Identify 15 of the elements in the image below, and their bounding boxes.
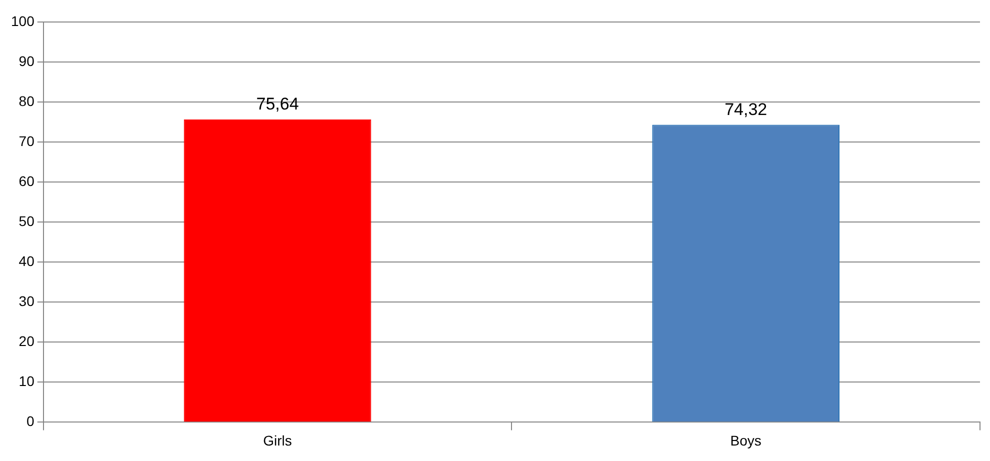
data-label: 75,64 — [256, 94, 299, 114]
y-tick-label: 50 — [18, 212, 35, 229]
y-tick-label: 100 — [11, 12, 35, 29]
y-tick-label: 0 — [26, 413, 35, 430]
y-tick-label: 30 — [18, 293, 35, 309]
y-tick-label: 60 — [18, 172, 35, 189]
y-tick-label: 90 — [18, 52, 35, 69]
x-tick-label: Girls — [263, 432, 292, 448]
y-tick-label: 80 — [18, 92, 35, 109]
y-tick-label: 70 — [18, 132, 35, 149]
x-tick-label: Boys — [730, 432, 762, 448]
y-tick-label: 20 — [18, 333, 35, 350]
y-tick-label: 10 — [18, 373, 35, 390]
y-tick-label: 40 — [18, 252, 35, 269]
data-label: 74,32 — [724, 100, 768, 119]
